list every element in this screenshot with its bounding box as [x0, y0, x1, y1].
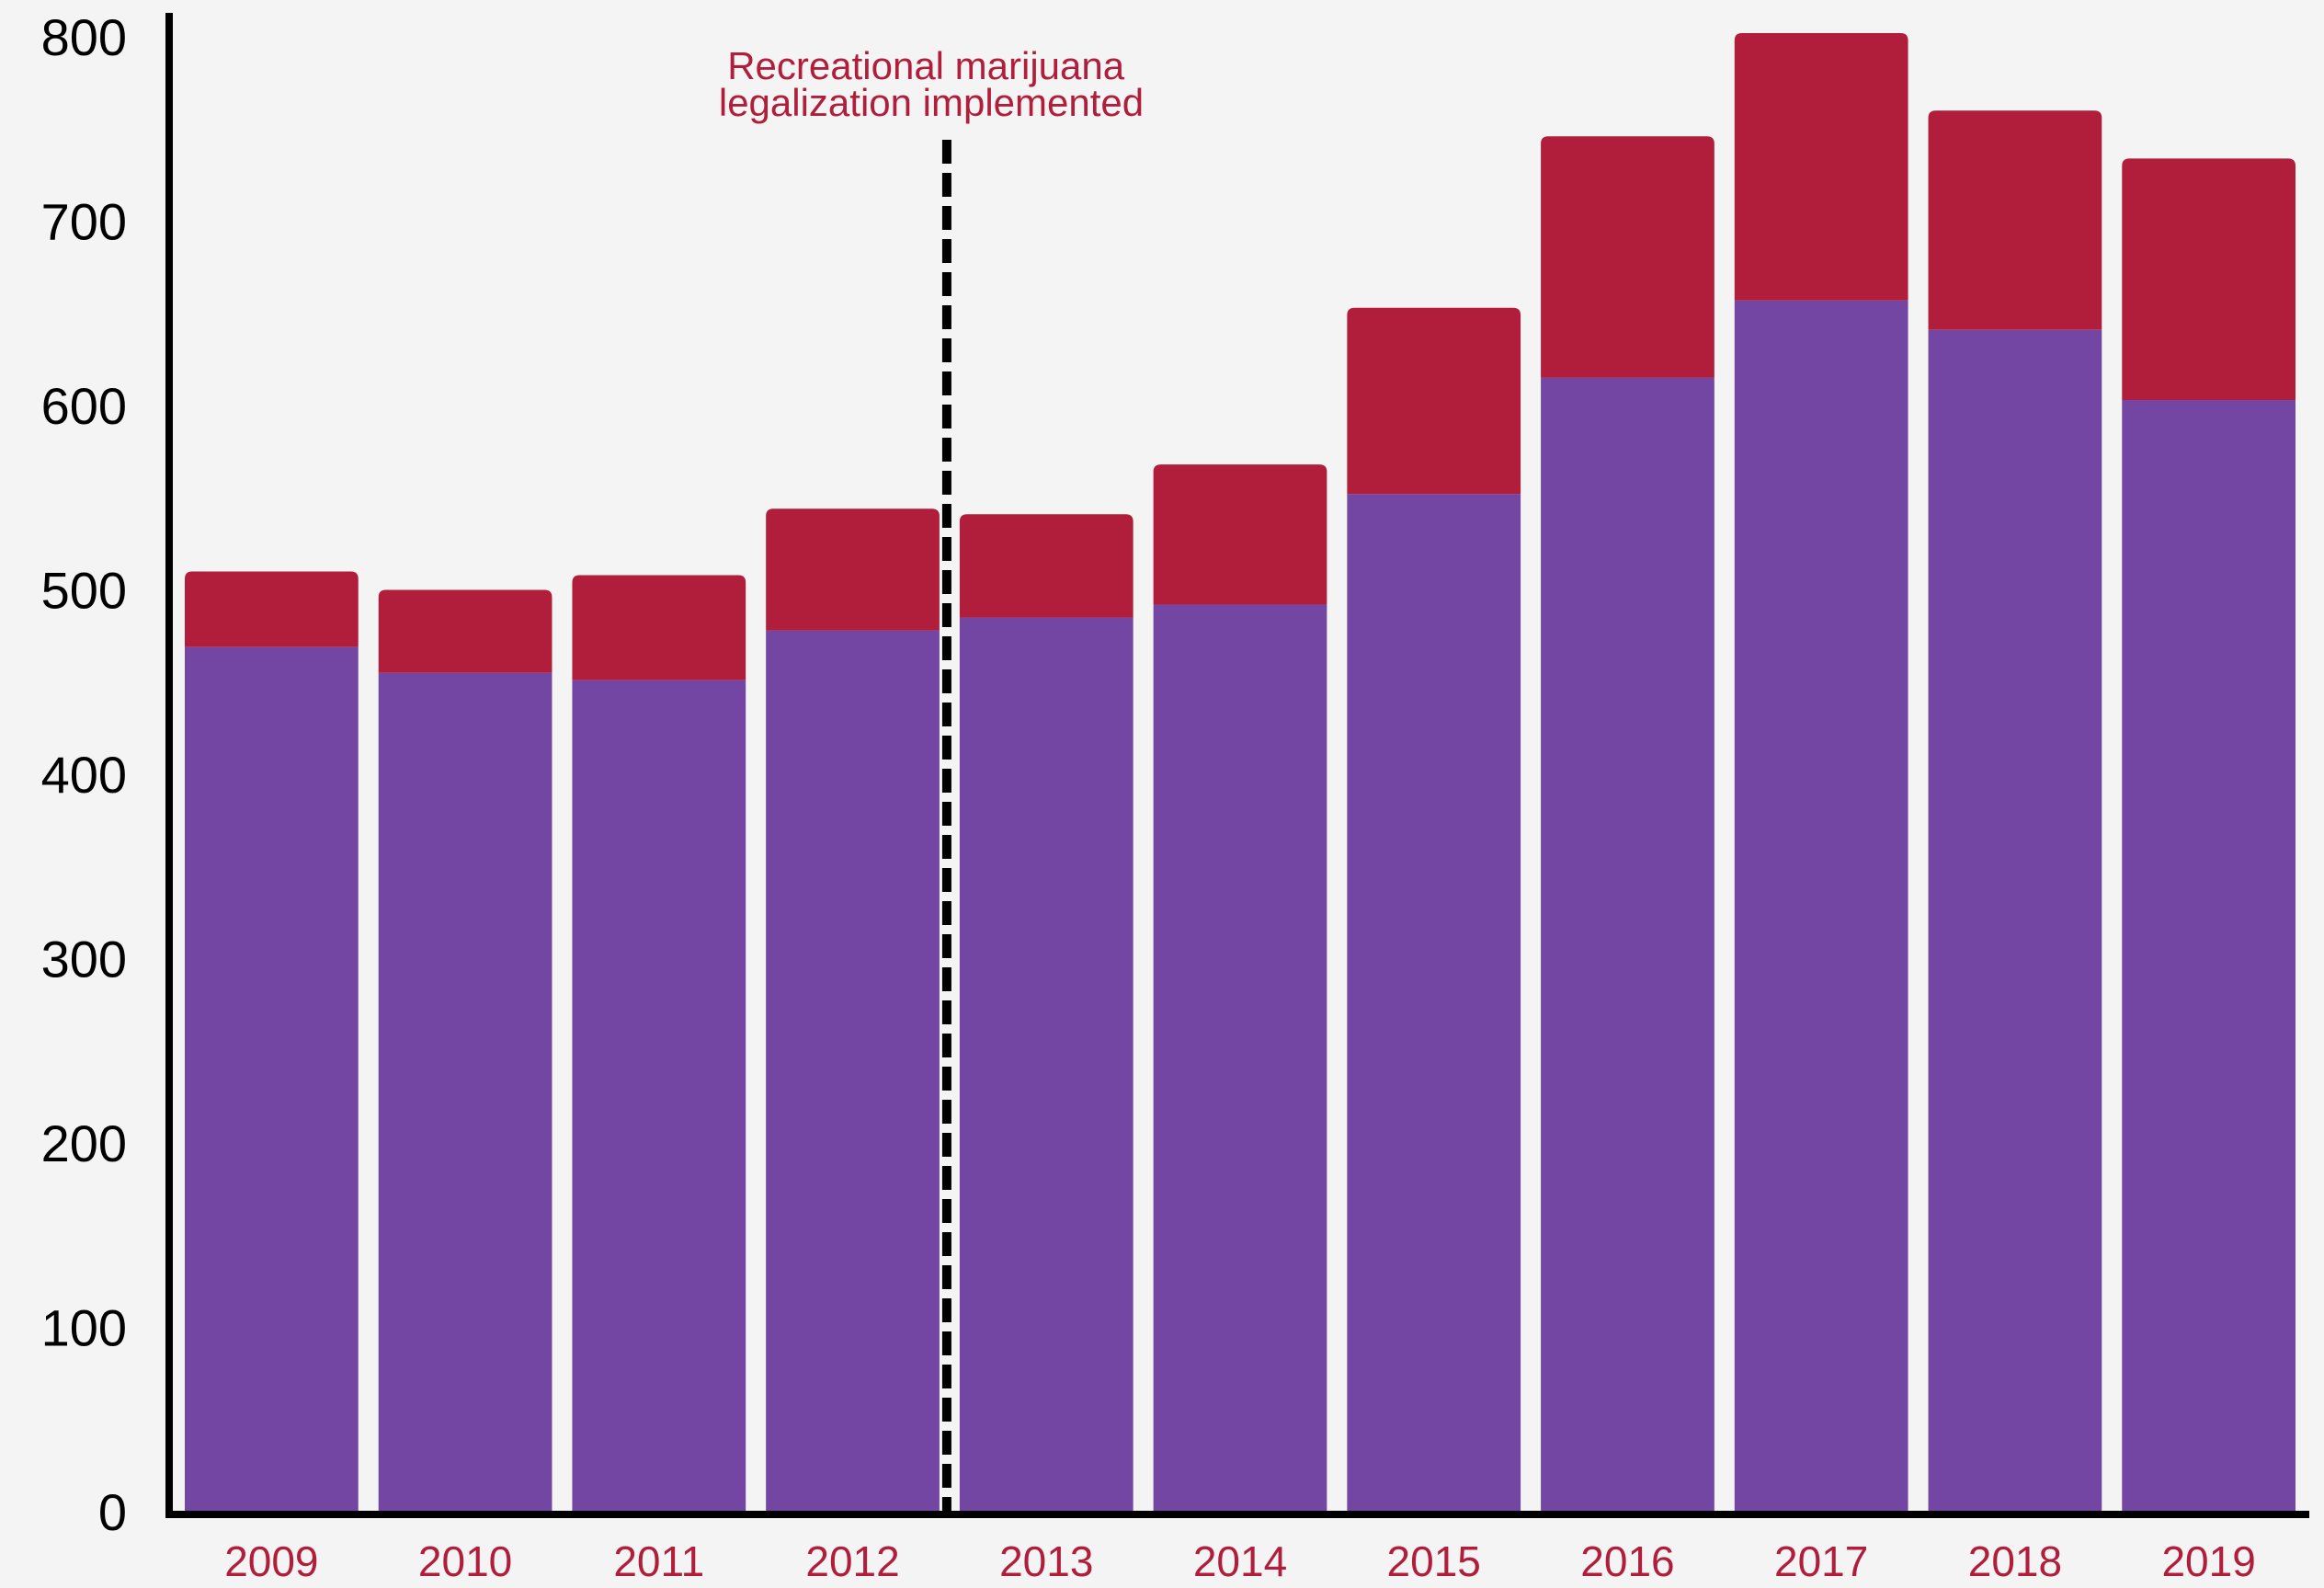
bar-2019-segment-2: [2122, 158, 2296, 400]
y-tick-label-0: 0: [98, 1483, 127, 1541]
x-tick-label-2019: 2019: [2161, 1537, 2255, 1583]
y-tick-label-300: 300: [41, 931, 127, 988]
x-tick-label-2012: 2012: [805, 1537, 899, 1583]
x-tick-label-2018: 2018: [1968, 1537, 2062, 1583]
bar-2011-segment-1: [572, 680, 746, 1512]
bar-2014-segment-1: [1153, 604, 1327, 1512]
bars-layer: [185, 32, 2296, 1513]
bar-2018-segment-1: [1928, 329, 2102, 1512]
annotation-line-1: Recreational marijuana: [727, 44, 1125, 87]
bar-2018-segment-2: [1928, 110, 2102, 330]
bar-2017-segment-2: [1734, 32, 1908, 301]
bar-2017-segment-1: [1734, 300, 1908, 1513]
bar-2013-segment-1: [959, 617, 1134, 1512]
axes: [165, 13, 2309, 1518]
y-tick-label-700: 700: [41, 193, 127, 251]
bar-2009-segment-2: [185, 571, 359, 647]
annotation: Recreational marijuana legalization impl…: [719, 44, 1144, 1512]
x-tick-label-2016: 2016: [1580, 1537, 1674, 1583]
bar-2015-segment-2: [1347, 307, 1521, 495]
y-tick-label-800: 800: [41, 8, 127, 66]
y-tick-label-200: 200: [41, 1114, 127, 1172]
bar-2013-segment-2: [959, 514, 1134, 618]
bar-2015-segment-1: [1347, 494, 1521, 1512]
x-tick-label-2010: 2010: [418, 1537, 512, 1583]
bar-2011-segment-2: [572, 575, 746, 680]
y-tick-label-400: 400: [41, 746, 127, 804]
bar-2019-segment-1: [2122, 399, 2296, 1512]
bar-2009-segment-1: [185, 646, 359, 1512]
bar-2012-segment-1: [766, 630, 940, 1512]
y-tick-label-100: 100: [41, 1299, 127, 1357]
bar-2010-segment-1: [378, 672, 553, 1512]
x-tick-label-2011: 2011: [613, 1537, 704, 1583]
bar-2016-segment-2: [1541, 136, 1715, 378]
bar-2016-segment-1: [1541, 377, 1715, 1512]
bar-2012-segment-2: [766, 508, 940, 631]
x-tick-label-2013: 2013: [999, 1537, 1093, 1583]
y-tick-label-500: 500: [41, 562, 127, 620]
bar-2014-segment-2: [1153, 464, 1327, 605]
x-tick-label-2014: 2014: [1193, 1537, 1287, 1583]
legalization-annotation-text: Recreational marijuana legalization impl…: [719, 44, 1144, 124]
y-tick-labels: 0 100 200 300 400 500 600 700 800: [41, 8, 127, 1541]
x-tick-label-2015: 2015: [1387, 1537, 1481, 1583]
x-tick-labels: 2009 2010 2011 2012 2013 2014 2015 2016 2017 2018…: [224, 1537, 2256, 1585]
x-tick-label-2017: 2017: [1774, 1537, 1868, 1583]
x-tick-label-2009: 2009: [224, 1537, 318, 1583]
annotation-line-2: legalization implemented: [719, 81, 1144, 124]
y-tick-label-600: 600: [41, 377, 127, 435]
bar-2010-segment-2: [378, 589, 553, 673]
